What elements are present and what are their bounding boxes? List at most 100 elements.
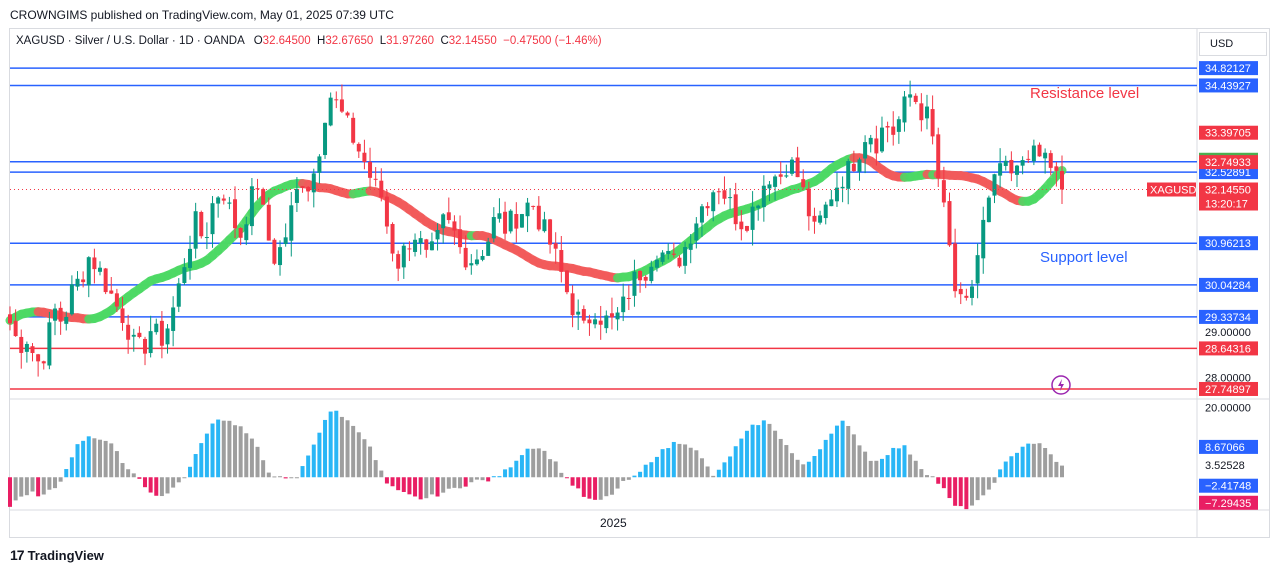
candle-body — [64, 316, 69, 324]
oscillator-bar — [1014, 452, 1019, 478]
oscillator-bar — [671, 441, 676, 478]
oscillator-bar — [424, 477, 429, 499]
candle-body — [992, 174, 997, 196]
oscillator-bar — [677, 443, 682, 478]
candle-body — [103, 268, 108, 293]
oscillator-bar — [36, 477, 41, 497]
candle — [1009, 151, 1014, 182]
candle — [677, 255, 682, 268]
candle — [609, 297, 614, 330]
oscillator-bar — [947, 477, 952, 499]
candle-body — [806, 188, 811, 217]
candle — [919, 93, 924, 132]
oscillator-bar — [969, 477, 974, 506]
candle-body — [368, 161, 373, 178]
candle — [255, 178, 260, 200]
candle — [947, 192, 952, 247]
oscillator-bar — [126, 469, 131, 478]
candle-body — [317, 156, 322, 173]
oscillator-bar — [390, 477, 395, 487]
oscillator-bar — [474, 477, 479, 480]
candle-body — [902, 96, 907, 123]
symbol-title[interactable]: XAGUSD · Silver / U.S. Dollar · 1D · OAN… — [16, 35, 245, 47]
oscillator-bar — [604, 477, 609, 497]
tradingview-brand[interactable]: 17 TradingView — [10, 547, 104, 563]
candle-body — [626, 297, 631, 299]
candle — [143, 336, 148, 366]
oscillator-bar — [446, 477, 451, 489]
candle — [424, 238, 429, 258]
candle — [908, 80, 913, 107]
candle-body — [289, 205, 294, 241]
oscillator-bar — [936, 477, 941, 484]
candle-body — [379, 180, 384, 198]
oscillator-bar — [654, 456, 659, 478]
candle — [92, 248, 97, 284]
candle — [981, 206, 986, 274]
price-badge-8: 27.74897 — [1205, 384, 1251, 396]
oscillator-bar — [458, 477, 463, 489]
oscillator-bar — [986, 477, 991, 490]
candle — [857, 157, 862, 181]
brand-name: TradingView — [27, 547, 104, 563]
oscillator-bar — [879, 458, 884, 478]
candle — [654, 255, 659, 272]
candle — [311, 168, 316, 208]
oscillator-bar — [795, 459, 800, 478]
oscillator-bar — [323, 419, 328, 478]
candle — [531, 205, 536, 210]
oscillator-bar — [975, 477, 980, 501]
candle — [874, 125, 879, 166]
candle — [435, 223, 440, 251]
candle-body — [531, 205, 536, 207]
candle-body — [109, 290, 114, 294]
price-badge-1-bg — [1199, 78, 1258, 93]
oscillator-bar — [188, 466, 193, 478]
candle-body — [879, 127, 884, 152]
candle — [441, 213, 446, 244]
candle — [818, 210, 823, 225]
candle-body — [278, 247, 283, 266]
candle — [930, 95, 935, 145]
candle — [418, 230, 423, 255]
candle — [36, 353, 41, 377]
candle — [913, 93, 918, 105]
candle — [1003, 155, 1008, 171]
candle-body — [182, 267, 187, 283]
oscillator-bar — [272, 476, 277, 478]
close-value: 32.14550 — [448, 35, 497, 47]
oscillator-bar — [564, 477, 569, 479]
candle-body — [114, 293, 119, 307]
candle-body — [947, 201, 952, 246]
oscillator-bar — [64, 469, 69, 478]
oscillator-bar — [519, 455, 524, 478]
candle — [705, 202, 710, 216]
oscillator-bar — [666, 448, 671, 478]
candle-body — [154, 323, 159, 333]
candle-body — [255, 188, 260, 190]
oscillator-bar — [238, 426, 243, 478]
ma-badge-2-bg — [1199, 155, 1258, 170]
candle-body — [542, 219, 547, 232]
currency-selector[interactable]: USD — [1199, 32, 1267, 56]
candle-body — [660, 252, 665, 262]
oscillator-bar — [750, 424, 755, 478]
candle — [317, 154, 322, 184]
candle-body — [148, 331, 153, 354]
candle-body — [632, 271, 637, 296]
candle-body — [98, 267, 103, 272]
oscillator-bar — [486, 477, 491, 482]
candle-body — [609, 313, 614, 318]
candle-body — [24, 343, 29, 352]
candle — [137, 326, 142, 339]
oscillator-bar — [609, 477, 614, 495]
oscillator-bar — [1037, 443, 1042, 478]
candle-body — [857, 159, 862, 172]
candle — [649, 260, 654, 284]
candle — [503, 201, 508, 240]
candle — [542, 211, 547, 233]
oscillator-bar — [1048, 454, 1053, 478]
candle — [148, 315, 153, 358]
candle — [514, 202, 519, 243]
